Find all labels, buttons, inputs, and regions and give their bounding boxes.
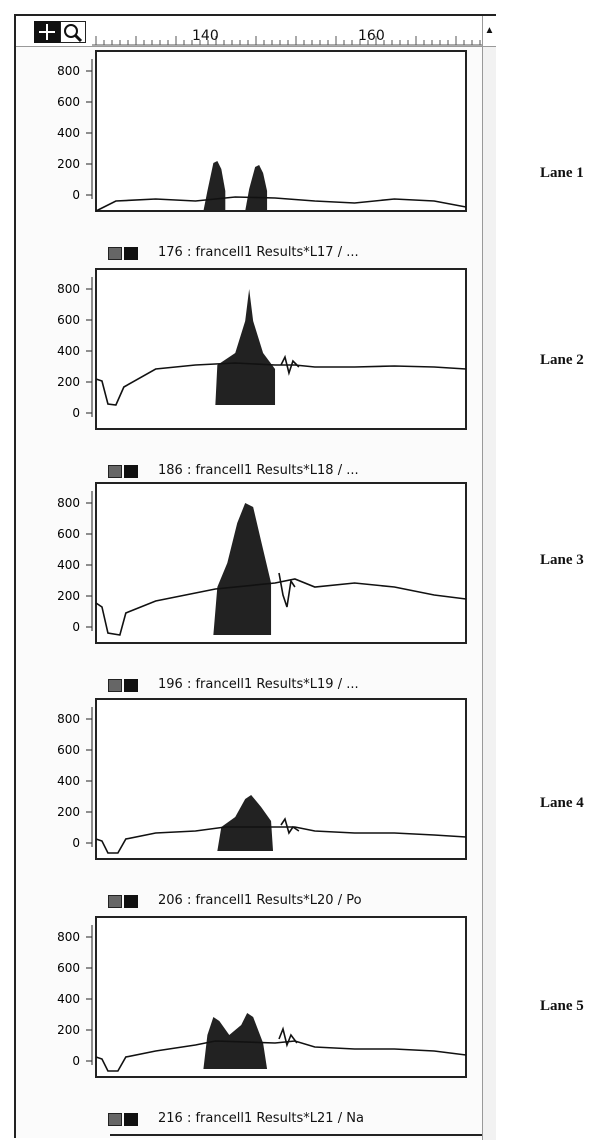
panel-caption: 196 : francell1 Results*L19 / ... bbox=[100, 677, 460, 697]
y-tick-label: 0 bbox=[72, 406, 80, 420]
trace-artifact bbox=[278, 1026, 298, 1048]
lane-label: Lane 4 bbox=[540, 795, 584, 811]
electropherogram-window: 140 160 ▲ 800 600 400 200 0 176 : francell1 R… bbox=[14, 14, 496, 1140]
y-tick-label: 200 bbox=[57, 375, 80, 389]
trace-line bbox=[95, 362, 467, 406]
magnifier-icon[interactable] bbox=[60, 21, 86, 43]
trace-panel[interactable]: 800 600 400 200 0 196 : francell1 Results*L19… bbox=[16, 479, 482, 701]
vertical-scrollbar[interactable]: ▲ bbox=[482, 16, 496, 1140]
y-tick-label: 400 bbox=[57, 992, 80, 1006]
lane-label: Lane 2 bbox=[540, 352, 584, 368]
caption-text: 196 : francell1 Results*L19 / ... bbox=[158, 677, 359, 692]
trace-artifact bbox=[280, 354, 300, 376]
peak-fill bbox=[215, 289, 276, 405]
trace-panel[interactable]: 800 600 400 200 0 206 : francell1 Results*L20… bbox=[16, 695, 482, 917]
magnifier-glyph bbox=[64, 24, 83, 43]
ruler-tick-label: 140 bbox=[192, 28, 219, 44]
ruler-tick-label: 160 bbox=[358, 28, 385, 44]
y-tick-label: 200 bbox=[57, 805, 80, 819]
y-tick-label: 200 bbox=[57, 1023, 80, 1037]
y-tick-label: 0 bbox=[72, 188, 80, 202]
trace-plot: 800 600 400 200 0 bbox=[57, 268, 467, 430]
panel-caption: 176 : francell1 Results*L17 / ... bbox=[100, 245, 460, 265]
y-tick-label: 0 bbox=[72, 620, 80, 634]
color-swatch-icon[interactable] bbox=[108, 465, 122, 478]
peak-fill bbox=[217, 795, 274, 851]
color-swatch-icon[interactable] bbox=[124, 465, 138, 478]
trace-panel[interactable]: 800 600 400 200 0 186 : francell1 Results*L18… bbox=[16, 265, 482, 487]
next-plot-edge bbox=[110, 1134, 482, 1142]
trace-artifact bbox=[280, 817, 300, 835]
color-swatch-icon[interactable] bbox=[108, 247, 122, 260]
caption-text: 186 : francell1 Results*L18 / ... bbox=[158, 463, 359, 478]
y-tick-label: 200 bbox=[57, 157, 80, 171]
y-tick-label: 600 bbox=[57, 95, 80, 109]
panel-caption: 206 : francell1 Results*L20 / Po bbox=[100, 893, 460, 913]
trace-panel[interactable]: 800 600 400 200 0 216 : francell1 Results*L21… bbox=[16, 913, 482, 1135]
trace-plot: 800 600 400 200 0 bbox=[57, 50, 467, 212]
toolbar: 140 160 bbox=[16, 16, 482, 47]
trace-line bbox=[95, 826, 467, 854]
plot-frame bbox=[95, 482, 467, 644]
trace-line bbox=[95, 196, 467, 212]
arrow-up-icon[interactable]: ▲ bbox=[483, 16, 496, 47]
y-tick-label: 400 bbox=[57, 558, 80, 572]
plot-frame bbox=[95, 268, 467, 430]
size-ruler: 140 160 bbox=[92, 16, 482, 46]
y-tick-label: 800 bbox=[57, 930, 80, 944]
crosshair-icon[interactable] bbox=[34, 21, 60, 43]
y-tick-label: 800 bbox=[57, 496, 80, 510]
plot-frame bbox=[95, 50, 467, 212]
color-swatch-icon[interactable] bbox=[108, 679, 122, 692]
color-swatch-icon[interactable] bbox=[108, 1113, 122, 1126]
color-swatch-icon[interactable] bbox=[124, 679, 138, 692]
y-tick-label: 400 bbox=[57, 344, 80, 358]
plot-frame bbox=[95, 698, 467, 860]
panel-caption: 216 : francell1 Results*L21 / Na bbox=[100, 1111, 460, 1131]
y-tick-label: 600 bbox=[57, 313, 80, 327]
y-tick-label: 0 bbox=[72, 836, 80, 850]
lane-label: Lane 5 bbox=[540, 998, 584, 1014]
y-tick-label: 600 bbox=[57, 527, 80, 541]
color-swatch-icon[interactable] bbox=[124, 247, 138, 260]
plot-frame bbox=[95, 916, 467, 1078]
panel-caption: 186 : francell1 Results*L18 / ... bbox=[100, 463, 460, 483]
trace-plot: 800 600 400 200 0 bbox=[57, 916, 467, 1078]
y-tick-label: 0 bbox=[72, 1054, 80, 1068]
caption-text: 216 : francell1 Results*L21 / Na bbox=[158, 1111, 364, 1126]
peak-fill bbox=[245, 165, 268, 211]
trace-line bbox=[95, 578, 467, 636]
y-tick-label: 200 bbox=[57, 589, 80, 603]
color-swatch-icon[interactable] bbox=[124, 1113, 138, 1126]
trace-plot: 800 600 400 200 0 bbox=[57, 698, 467, 860]
color-swatch-icon[interactable] bbox=[108, 895, 122, 908]
caption-text: 206 : francell1 Results*L20 / Po bbox=[158, 893, 362, 908]
peak-fill bbox=[213, 503, 272, 635]
lane-label: Lane 3 bbox=[540, 552, 584, 568]
y-tick-label: 800 bbox=[57, 282, 80, 296]
trace-line bbox=[95, 1040, 467, 1072]
lane-label: Lane 1 bbox=[540, 165, 584, 181]
y-tick-label: 600 bbox=[57, 743, 80, 757]
color-swatch-icon[interactable] bbox=[124, 895, 138, 908]
caption-text: 176 : francell1 Results*L17 / ... bbox=[158, 245, 359, 260]
y-tick-label: 400 bbox=[57, 126, 80, 140]
y-tick-label: 800 bbox=[57, 712, 80, 726]
y-tick-label: 600 bbox=[57, 961, 80, 975]
trace-panel[interactable]: 800 600 400 200 0 176 : francell1 Results*L17… bbox=[16, 47, 482, 269]
ruler-ticks bbox=[92, 36, 482, 46]
y-tick-label: 800 bbox=[57, 64, 80, 78]
y-tick-label: 400 bbox=[57, 774, 80, 788]
trace-artifact bbox=[278, 572, 296, 608]
trace-plot: 800 600 400 200 0 bbox=[57, 482, 467, 644]
